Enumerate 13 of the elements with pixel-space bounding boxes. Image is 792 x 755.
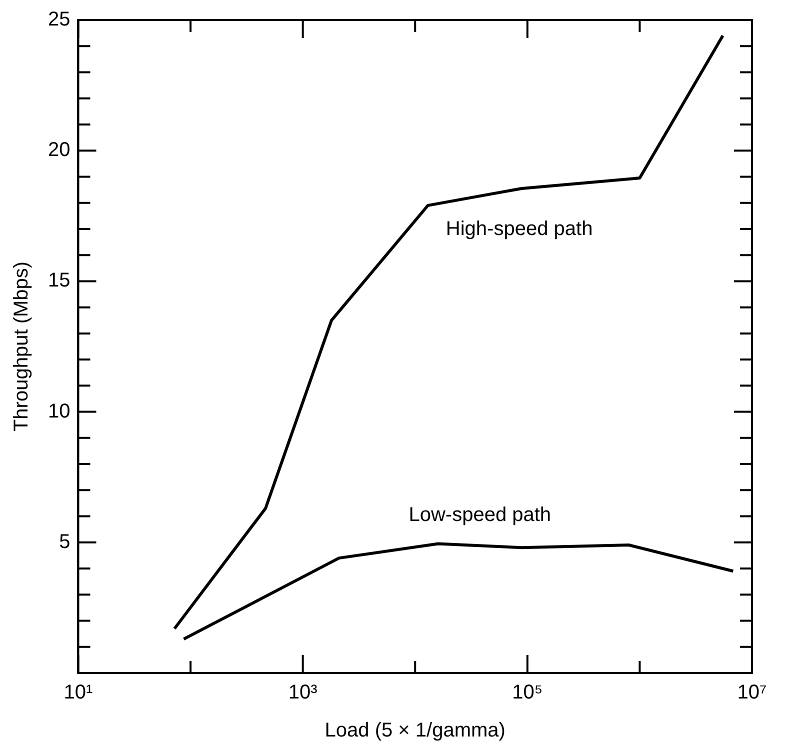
y-tick-label: 15 (48, 270, 70, 292)
y-tick-label: 25 (48, 8, 70, 31)
y-axis-title: Throughput (Mbps) (10, 261, 33, 432)
series-label: Low-speed path (408, 504, 552, 526)
x-tick-label: 10¹ (64, 682, 94, 704)
x-tick-label: 10⁵ (512, 682, 543, 704)
series-label: High-speed path (446, 218, 593, 240)
x-tick-label: 10⁷ (737, 682, 767, 704)
y-tick-label: 5 (59, 530, 70, 553)
y-tick-label: 10 (48, 400, 70, 422)
x-tick-label: 10³ (288, 682, 318, 704)
y-tick-label: 20 (48, 139, 70, 162)
x-axis-title: Load (5 × 1/gamma) (324, 720, 506, 742)
